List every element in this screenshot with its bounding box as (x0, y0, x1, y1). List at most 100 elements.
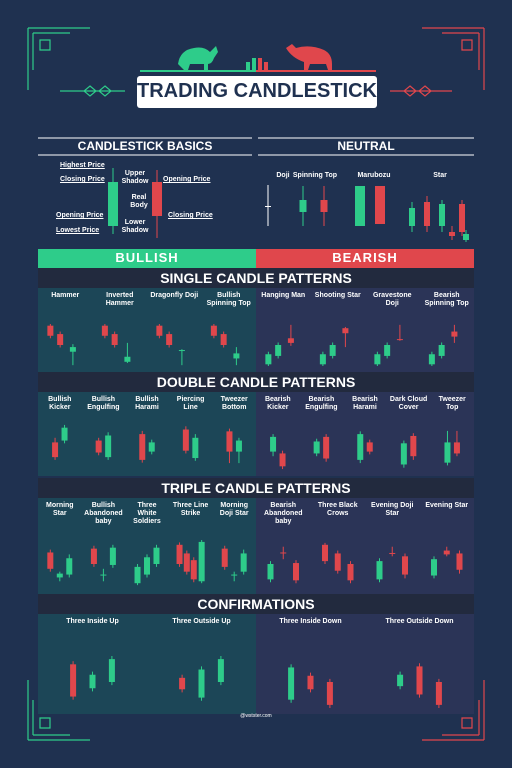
bullish-band (38, 249, 256, 268)
section-header (38, 372, 474, 392)
candle-body (443, 550, 450, 555)
neutral-label: Spinning Top (292, 172, 338, 179)
candle-body (459, 204, 465, 232)
pattern-panel (38, 498, 256, 594)
candle-body (235, 440, 242, 452)
candle-body (313, 441, 320, 454)
candle-body (299, 200, 307, 212)
candle-body (375, 186, 385, 224)
pattern-label: Bullish Engulfing (87, 396, 120, 411)
candle-body (240, 553, 247, 572)
candle-body (66, 558, 73, 575)
pattern-label: Dragonfly Doji (150, 292, 199, 299)
candle-body (100, 574, 107, 576)
candle-body (416, 666, 423, 695)
candle-body (265, 354, 272, 365)
candle-body (182, 429, 189, 451)
pattern-label: Bearish Harami (352, 396, 378, 411)
pattern-label: Bearish Spinning Top (424, 292, 469, 307)
section-header (38, 268, 474, 288)
candle-body (431, 559, 437, 576)
corner-frames (27, 27, 485, 741)
bull-icon (178, 46, 256, 70)
pattern-label: Bullish Kicker (48, 396, 72, 411)
basics-label: Opening Price (56, 212, 104, 219)
candle-body (293, 563, 299, 581)
basics-label: Closing Price (168, 212, 213, 219)
bullish-label: BULLISH (115, 250, 179, 265)
basics-title: CANDLESTICK BASICS (77, 139, 213, 153)
pattern-label: Morning Doji Star (219, 502, 249, 517)
candle-body (56, 573, 63, 578)
candle-body (95, 440, 102, 453)
neutral-label: Doji (276, 172, 290, 179)
pattern-label: Tweezer Top (438, 396, 466, 411)
footer: @wstster.com (240, 713, 272, 719)
candle-body (428, 354, 435, 365)
candle-body (156, 325, 163, 336)
pattern-label: Hanging Man (261, 292, 306, 299)
candle-body (109, 547, 116, 565)
candle-body (439, 204, 445, 226)
pattern-panel (256, 498, 474, 594)
candle-body (307, 675, 314, 690)
candle-body (176, 544, 183, 564)
neutral-title: NEUTRAL (337, 139, 395, 153)
basics-label: Real Body (130, 194, 148, 209)
pattern-label: Bearish Kicker (264, 396, 291, 411)
candle-body (105, 435, 112, 458)
pattern-label: Three Black Crows (317, 502, 358, 517)
candle-body (90, 548, 97, 564)
page-title: TRADING CANDLESTICK (137, 80, 377, 102)
candle-body (153, 547, 160, 564)
candle-body (166, 334, 173, 345)
candle-body (226, 431, 233, 452)
pattern-label: Three Outside Up (172, 618, 231, 625)
candle-body (134, 566, 141, 584)
pattern-label: Piercing Line (176, 396, 205, 411)
candle-body (265, 206, 271, 207)
pattern-label: Bearish Abandoned baby (264, 502, 303, 525)
candle-body (320, 200, 328, 212)
candle-body (366, 442, 373, 452)
candle-body (178, 350, 185, 352)
candle-body (69, 347, 76, 352)
candle-body (221, 548, 228, 567)
pattern-label: Evening Doji Star (371, 502, 414, 517)
pattern-panel (38, 392, 256, 476)
pattern-label: Gravestone Doji (372, 292, 412, 307)
candle-body (217, 659, 224, 682)
candle-body (139, 434, 146, 460)
pattern-label: Bullish Abandoned baby (84, 502, 123, 525)
candle-body (279, 453, 286, 467)
bearish-band (256, 249, 474, 268)
candle-body (376, 561, 383, 580)
candle-body (70, 664, 77, 697)
candle-body (396, 339, 403, 341)
neutral-label: Marubozu (357, 172, 391, 179)
candle-body (451, 331, 458, 337)
section-title: SINGLE CANDLE PATTERNS (160, 270, 352, 286)
candle-body (424, 202, 430, 226)
section-title: TRIPLE CANDLE PATTERNS (161, 480, 351, 496)
candle-body (334, 553, 341, 571)
candle-body (323, 436, 330, 459)
pattern-panel (256, 392, 474, 476)
candle-body (210, 325, 217, 336)
pattern-panel (38, 288, 256, 372)
section-header (38, 478, 474, 498)
candle-body (435, 682, 442, 705)
pattern-label: Three White Soldiers (133, 502, 161, 525)
candle-body (47, 325, 54, 336)
candle-body (267, 564, 274, 580)
candle-body (275, 345, 282, 356)
pattern-label: Morning Star (45, 502, 74, 517)
pattern-label: Bullish Spinning Top (206, 292, 251, 307)
pattern-label: Hammer (51, 292, 80, 299)
candle-body (179, 677, 186, 690)
candle-body (397, 674, 404, 687)
pattern-panel (256, 288, 474, 372)
candle-body (322, 544, 328, 562)
